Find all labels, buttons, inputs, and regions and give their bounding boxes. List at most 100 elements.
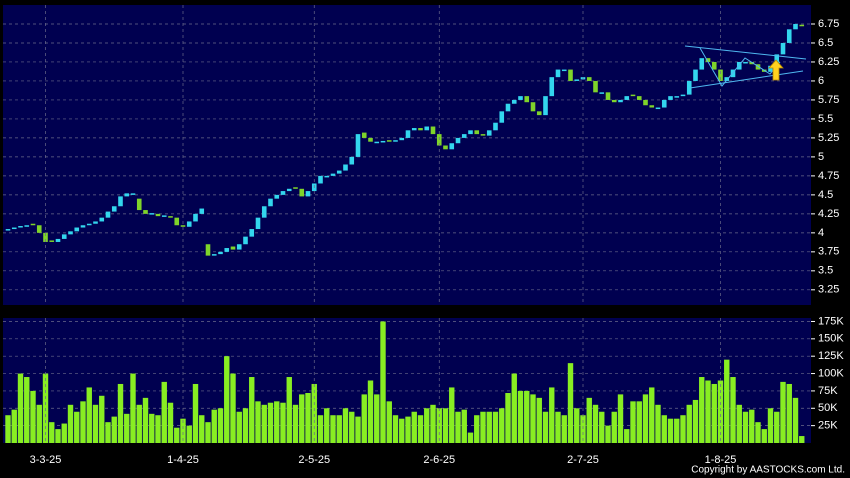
volume-bar: [167, 402, 174, 443]
volume-bar: [330, 415, 336, 443]
y-tick-label: 6: [818, 75, 824, 87]
volume-bar: [749, 409, 755, 443]
candle: [518, 96, 523, 100]
candle: [530, 102, 536, 112]
candle: [499, 111, 505, 123]
volume-bar: [717, 380, 724, 443]
candle: [61, 234, 67, 239]
volume-bar: [205, 422, 211, 443]
candle: [393, 140, 398, 142]
volume-bar: [536, 397, 542, 443]
y-tick-label: 25K: [818, 420, 838, 432]
volume-bar: [267, 402, 274, 443]
candle: [443, 145, 448, 150]
candle: [524, 96, 530, 103]
volume-bar: [436, 408, 442, 443]
candle: [699, 58, 705, 70]
price-panel: [3, 5, 811, 305]
candle: [230, 246, 236, 250]
candle: [449, 143, 455, 150]
candle: [793, 23, 798, 30]
volume-bar: [524, 390, 530, 443]
candle: [180, 225, 186, 227]
candle: [74, 227, 80, 232]
volume-bar: [336, 415, 342, 443]
volume-bar: [130, 373, 136, 443]
volume-bar: [467, 432, 474, 443]
trend-line: [689, 70, 804, 89]
candle: [268, 198, 273, 207]
volume-bar: [299, 394, 305, 443]
candle: [199, 208, 205, 214]
volume-bar: [542, 411, 549, 443]
volume-bar: [474, 415, 480, 443]
volume-bar: [786, 383, 792, 443]
volume-bar: [555, 411, 561, 443]
candle: [593, 80, 598, 93]
volume-bar: [230, 373, 236, 443]
volume-bar: [611, 411, 617, 443]
y-tick-label: 4.25: [818, 208, 839, 220]
volume-bar: [636, 401, 642, 443]
y-tick-label: 125K: [818, 350, 844, 362]
volume-bar: [161, 381, 167, 443]
volume-bar: [124, 413, 130, 443]
volume-bar: [67, 404, 74, 443]
y-tick-label: 5.75: [818, 94, 839, 106]
volume-bar: [55, 429, 61, 443]
volume-bar: [592, 404, 599, 443]
volume-bar: [661, 415, 667, 443]
candle: [705, 58, 711, 62]
volume-bar: [667, 418, 674, 443]
candle: [618, 99, 623, 103]
y-tick-label: 50K: [818, 402, 838, 414]
candle: [630, 94, 636, 97]
volume-bar: [149, 413, 155, 443]
volume-bar: [5, 415, 11, 443]
candle: [693, 69, 698, 81]
candle: [649, 105, 655, 108]
candle: [368, 137, 373, 142]
x-tick-label: 2-6-25: [423, 454, 455, 466]
volume-bar: [280, 402, 286, 443]
volume-bar: [442, 408, 449, 443]
volume-bar: [799, 436, 805, 443]
volume-bar: [374, 394, 380, 443]
candle: [343, 164, 348, 171]
candle: [124, 193, 130, 197]
volume-bar: [742, 411, 749, 443]
volume-bar: [286, 377, 292, 443]
y-tick-label: 5: [818, 151, 824, 163]
x-tick-label: 3-3-25: [30, 454, 62, 466]
candle: [511, 99, 517, 104]
volume-bar: [111, 416, 117, 443]
volume-bar: [80, 401, 86, 443]
candle: [661, 99, 667, 108]
volume-bar: [17, 373, 24, 443]
volume-bar: [586, 397, 592, 443]
volume-bar: [255, 401, 261, 443]
candle: [680, 94, 686, 97]
volume-bar: [561, 415, 567, 443]
volume-bar: [499, 408, 505, 443]
y-tick-label: 175K: [818, 315, 844, 327]
candle: [780, 42, 786, 55]
candle: [243, 236, 248, 245]
candle: [11, 227, 17, 230]
candle: [599, 92, 605, 94]
volume-bar: [424, 408, 430, 443]
volume-bar: [236, 411, 242, 443]
volume-bar: [642, 394, 649, 443]
candle: [80, 225, 86, 228]
volume-bar: [261, 404, 267, 443]
volume-bar: [417, 415, 424, 443]
volume-bar: [711, 383, 717, 443]
volume-bar: [36, 404, 42, 443]
volume-bar: [367, 380, 374, 443]
candle: [424, 126, 430, 131]
volume-bar: [136, 404, 142, 443]
candle: [386, 140, 392, 142]
candle: [624, 96, 630, 100]
candle: [430, 126, 436, 135]
